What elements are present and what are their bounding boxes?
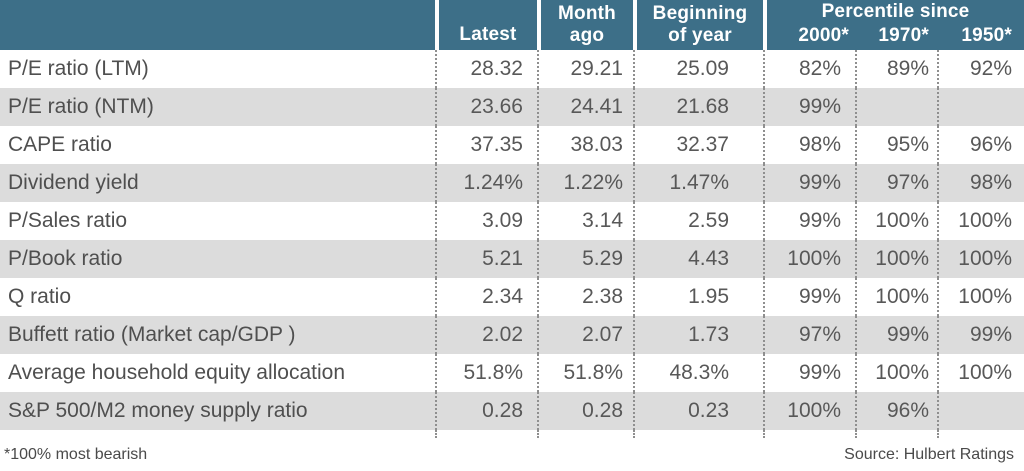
value-cell: 1.22% [537,164,633,202]
header-percentile-since: Percentile since [763,0,1024,24]
value-cell: 100% [855,278,937,316]
value-cell: 99% [855,316,937,354]
value-cell: 25.09 [633,50,763,88]
value-cell: 2.34 [435,278,537,316]
value-cell: 99% [937,316,1024,354]
row-label: CAPE ratio [0,126,435,164]
value-cell: 2.38 [537,278,633,316]
row-label: Dividend yield [0,164,435,202]
value-cell: 3.09 [435,202,537,240]
value-cell: 97% [855,164,937,202]
value-cell [937,392,1024,430]
table-body: P/E ratio (LTM) 28.32 29.21 25.09 82% 89… [0,50,1024,438]
source-credit: Source: Hulbert Ratings [844,445,1014,463]
value-cell: 28.32 [435,50,537,88]
value-cell: 95% [855,126,937,164]
table-row: S&P 500/M2 money supply ratio 0.28 0.28 … [0,392,1024,430]
value-cell: 98% [937,164,1024,202]
value-cell: 2.07 [537,316,633,354]
value-cell: 100% [937,354,1024,392]
value-cell: 99% [763,278,855,316]
header-since-1970: 1970* [855,24,937,50]
value-cell: 51.8% [435,354,537,392]
row-label: Q ratio [0,278,435,316]
footnote: *100% most bearish [4,445,148,463]
table-row: P/Sales ratio 3.09 3.14 2.59 99% 100% 10… [0,202,1024,240]
value-cell: 99% [763,354,855,392]
row-label: S&P 500/M2 money supply ratio [0,392,435,430]
value-cell: 5.21 [435,240,537,278]
value-cell: 4.43 [633,240,763,278]
table-row: Buffett ratio (Market cap/GDP ) 2.02 2.0… [0,316,1024,354]
row-label: P/E ratio (LTM) [0,50,435,88]
table-footer: *100% most bearish Source: Hulbert Ratin… [0,438,1024,471]
row-label: P/Book ratio [0,240,435,278]
header-month-ago: Month ago [537,0,633,50]
value-cell: 82% [763,50,855,88]
row-label: Average household equity allocation [0,354,435,392]
table-header: Latest Month ago Beginning of year Perce… [0,0,1024,50]
header-beginning-of-year: Beginning of year [633,0,763,50]
value-cell: 2.02 [435,316,537,354]
value-cell: 100% [855,354,937,392]
value-cell: 99% [763,202,855,240]
value-cell: 3.14 [537,202,633,240]
value-cell: 0.28 [435,392,537,430]
valuation-table: Latest Month ago Beginning of year Perce… [0,0,1024,438]
value-cell: 51.8% [537,354,633,392]
table-row: CAPE ratio 37.35 38.03 32.37 98% 95% 96% [0,126,1024,164]
value-cell [855,88,937,126]
table-row: P/Book ratio 5.21 5.29 4.43 100% 100% 10… [0,240,1024,278]
value-cell: 89% [855,50,937,88]
value-cell: 100% [763,240,855,278]
value-cell: 2.59 [633,202,763,240]
table-row: P/E ratio (LTM) 28.32 29.21 25.09 82% 89… [0,50,1024,88]
value-cell: 48.3% [633,354,763,392]
value-cell: 100% [855,240,937,278]
value-cell: 1.73 [633,316,763,354]
value-cell: 24.41 [537,88,633,126]
value-cell: 96% [937,126,1024,164]
value-cell: 1.95 [633,278,763,316]
value-cell: 37.35 [435,126,537,164]
value-cell: 100% [937,202,1024,240]
value-cell: 98% [763,126,855,164]
value-cell: 100% [763,392,855,430]
table-row: Q ratio 2.34 2.38 1.95 99% 100% 100% [0,278,1024,316]
value-cell: 1.47% [633,164,763,202]
value-cell: 99% [763,88,855,126]
header-row-label-cell [0,0,435,50]
table-row: P/E ratio (NTM) 23.66 24.41 21.68 99% [0,88,1024,126]
dotted-line-stub [0,430,1024,438]
value-cell: 100% [937,240,1024,278]
row-label: P/Sales ratio [0,202,435,240]
header-since-2000: 2000* [763,24,855,50]
header-latest: Latest [435,0,537,50]
value-cell: 1.24% [435,164,537,202]
value-cell: 92% [937,50,1024,88]
value-cell: 97% [763,316,855,354]
table-row: Average household equity allocation 51.8… [0,354,1024,392]
value-cell [937,88,1024,126]
row-label: P/E ratio (NTM) [0,88,435,126]
value-cell: 5.29 [537,240,633,278]
header-since-1950: 1950* [937,24,1024,50]
value-cell: 100% [855,202,937,240]
value-cell: 38.03 [537,126,633,164]
row-label: Buffett ratio (Market cap/GDP ) [0,316,435,354]
value-cell: 99% [763,164,855,202]
value-cell: 29.21 [537,50,633,88]
value-cell: 100% [937,278,1024,316]
value-cell: 0.23 [633,392,763,430]
value-cell: 96% [855,392,937,430]
value-cell: 32.37 [633,126,763,164]
value-cell: 0.28 [537,392,633,430]
value-cell: 21.68 [633,88,763,126]
value-cell: 23.66 [435,88,537,126]
table-row: Dividend yield 1.24% 1.22% 1.47% 99% 97%… [0,164,1024,202]
